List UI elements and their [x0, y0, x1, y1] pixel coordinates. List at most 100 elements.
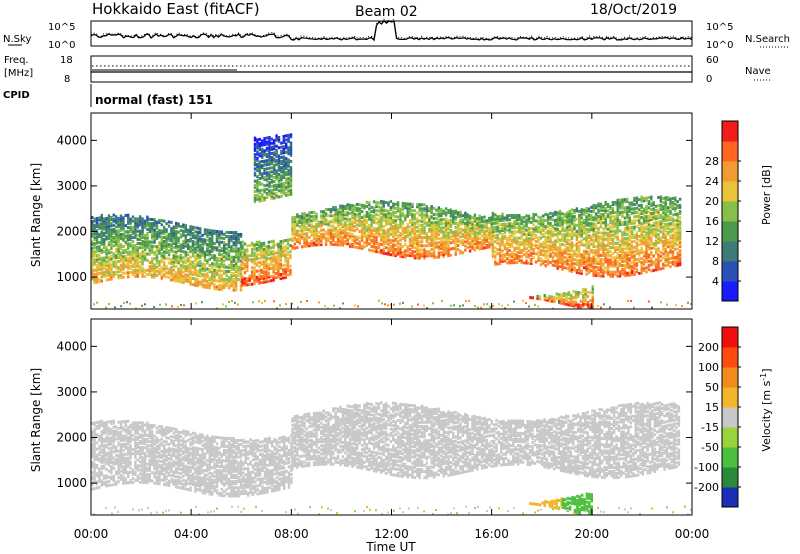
echo-cell: [621, 268, 624, 272]
echo-cell: [141, 266, 144, 270]
echo-cell: [117, 253, 120, 257]
echo-cell: [491, 215, 495, 219]
echo-cell: [525, 222, 528, 226]
echo-cell: [334, 212, 337, 216]
echo-cell: [428, 215, 431, 219]
echo-cell: [558, 242, 562, 246]
echo-cell: [578, 265, 581, 269]
echo-cell: [167, 224, 171, 228]
echo-cell: [633, 209, 636, 213]
echo-cell: [175, 238, 178, 242]
echo-cell: [206, 261, 209, 265]
echo-cell: [604, 219, 607, 223]
echo-cell: [215, 260, 219, 264]
echo-cell: [561, 263, 564, 267]
echo-cell: [110, 216, 113, 219]
echo-cell: [578, 232, 581, 236]
echo-cell: [218, 259, 221, 262]
echo-cell: [654, 247, 658, 251]
echo-cell: [107, 237, 111, 240]
echo-cell: [573, 211, 576, 214]
echo-cell: [230, 280, 233, 284]
echo-cell: [136, 237, 139, 241]
echo-cell: [194, 257, 197, 260]
echo-cell: [582, 260, 586, 263]
echo-cell: [191, 250, 195, 254]
echo-cell: [635, 196, 639, 200]
echo-cell: [645, 225, 648, 229]
echo-cell: [122, 263, 125, 267]
echo-cell: [320, 216, 323, 220]
echo-cell: [151, 263, 154, 267]
echo-cell: [594, 249, 598, 253]
echo-cell: [365, 215, 369, 219]
echo-cell: [148, 269, 151, 273]
echo-cell: [542, 247, 545, 251]
echo-cell: [182, 276, 185, 280]
echo-cell: [341, 213, 345, 216]
echo-cell: [353, 235, 357, 239]
echo-cell: [93, 231, 96, 235]
echo-cell: [263, 188, 266, 192]
echo-cell: [633, 266, 636, 270]
echo-cell: [399, 234, 402, 238]
echo-cell: [277, 257, 280, 261]
echo-cell: [235, 286, 238, 290]
echo-cell: [616, 221, 619, 225]
echo-cell: [372, 233, 376, 237]
echo-cell: [148, 273, 151, 277]
echo-cell: [399, 222, 402, 226]
echo-cell: [602, 227, 605, 231]
echo-cell: [239, 284, 243, 288]
echo-cell: [563, 247, 567, 251]
echo-cell: [213, 264, 216, 268]
echo-cell: [518, 214, 521, 217]
echo-cell: [558, 257, 562, 260]
echo-cell: [172, 225, 175, 229]
echo-cell: [303, 228, 306, 232]
echo-cell: [513, 236, 516, 240]
echo-cell: [289, 145, 293, 149]
echo-cell: [158, 229, 161, 233]
echo-cell: [351, 245, 354, 249]
echo-cell: [418, 219, 421, 223]
echo-cell: [544, 249, 547, 253]
echo-cell: [115, 254, 118, 258]
echo-cell: [554, 260, 557, 263]
echo-cell: [578, 220, 581, 224]
cpid-text: normal (fast) 151: [95, 93, 213, 107]
echo-cell: [177, 222, 180, 226]
echo-cell: [308, 236, 311, 239]
echo-cell: [628, 257, 631, 261]
echo-cell: [623, 269, 627, 273]
echo-cell: [262, 260, 266, 264]
echo-cell: [654, 204, 658, 208]
echo-cell: [105, 255, 108, 259]
echo-cell: [115, 266, 118, 270]
echo-cell: [93, 260, 96, 264]
echo-cell: [265, 272, 268, 275]
echo-cell: [348, 218, 352, 221]
echo-cell: [280, 141, 283, 145]
echo-cell: [471, 242, 474, 246]
echo-cell: [141, 240, 144, 243]
echo-cell: [293, 224, 297, 228]
echo-cell: [134, 260, 137, 264]
echo-cell: [384, 215, 388, 219]
echo-cell: [425, 233, 429, 237]
echo-cell: [344, 217, 347, 221]
echo-cell: [208, 233, 211, 237]
echo-cell: [246, 260, 249, 264]
echo-cell: [91, 216, 94, 219]
echo-cell: [165, 234, 168, 238]
echo-cell: [621, 233, 624, 237]
echo-cell: [282, 147, 285, 151]
echo-cell: [282, 192, 285, 196]
echo-cell: [370, 244, 373, 248]
echo-cell: [131, 231, 135, 235]
echo-cell: [592, 271, 595, 275]
echo-cell: [344, 205, 347, 209]
echo-cell: [396, 248, 400, 252]
echo-cell: [578, 269, 581, 273]
echo-cell: [223, 232, 226, 236]
